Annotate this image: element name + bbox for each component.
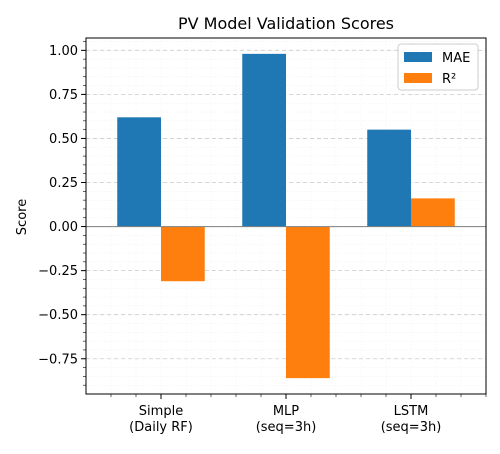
x-tick-label: Simple (Daily RF) (129, 404, 193, 435)
y-tick-label: 1.00 (49, 44, 78, 59)
y-tick-label: 0.25 (49, 176, 78, 191)
bar-r2 (161, 227, 205, 282)
legend-label: R² (442, 72, 456, 87)
bar-mae (117, 117, 161, 226)
y-tick-label: 0.50 (49, 132, 78, 147)
bar-r2 (286, 227, 330, 379)
chart-title: PV Model Validation Scores (178, 14, 394, 33)
x-tick-label: LSTM (seq=3h) (381, 404, 442, 435)
legend-label: MAE (442, 51, 470, 66)
y-tick-label: −0.25 (38, 264, 78, 279)
legend-swatch (404, 52, 432, 62)
bars-layer (117, 54, 455, 378)
y-tick-label: −0.75 (38, 352, 78, 367)
y-tick-label: 0.00 (49, 220, 78, 235)
bar-mae (367, 130, 411, 227)
x-tick-label: MLP (seq=3h) (256, 404, 317, 435)
legend-swatch (404, 73, 432, 83)
bar-mae (242, 54, 286, 227)
y-axis-label: Score (15, 199, 30, 235)
y-tick-label: −0.50 (38, 308, 78, 323)
bar-r2 (411, 198, 455, 226)
y-tick-label: 0.75 (49, 88, 78, 103)
legend: MAE R² (398, 44, 478, 90)
